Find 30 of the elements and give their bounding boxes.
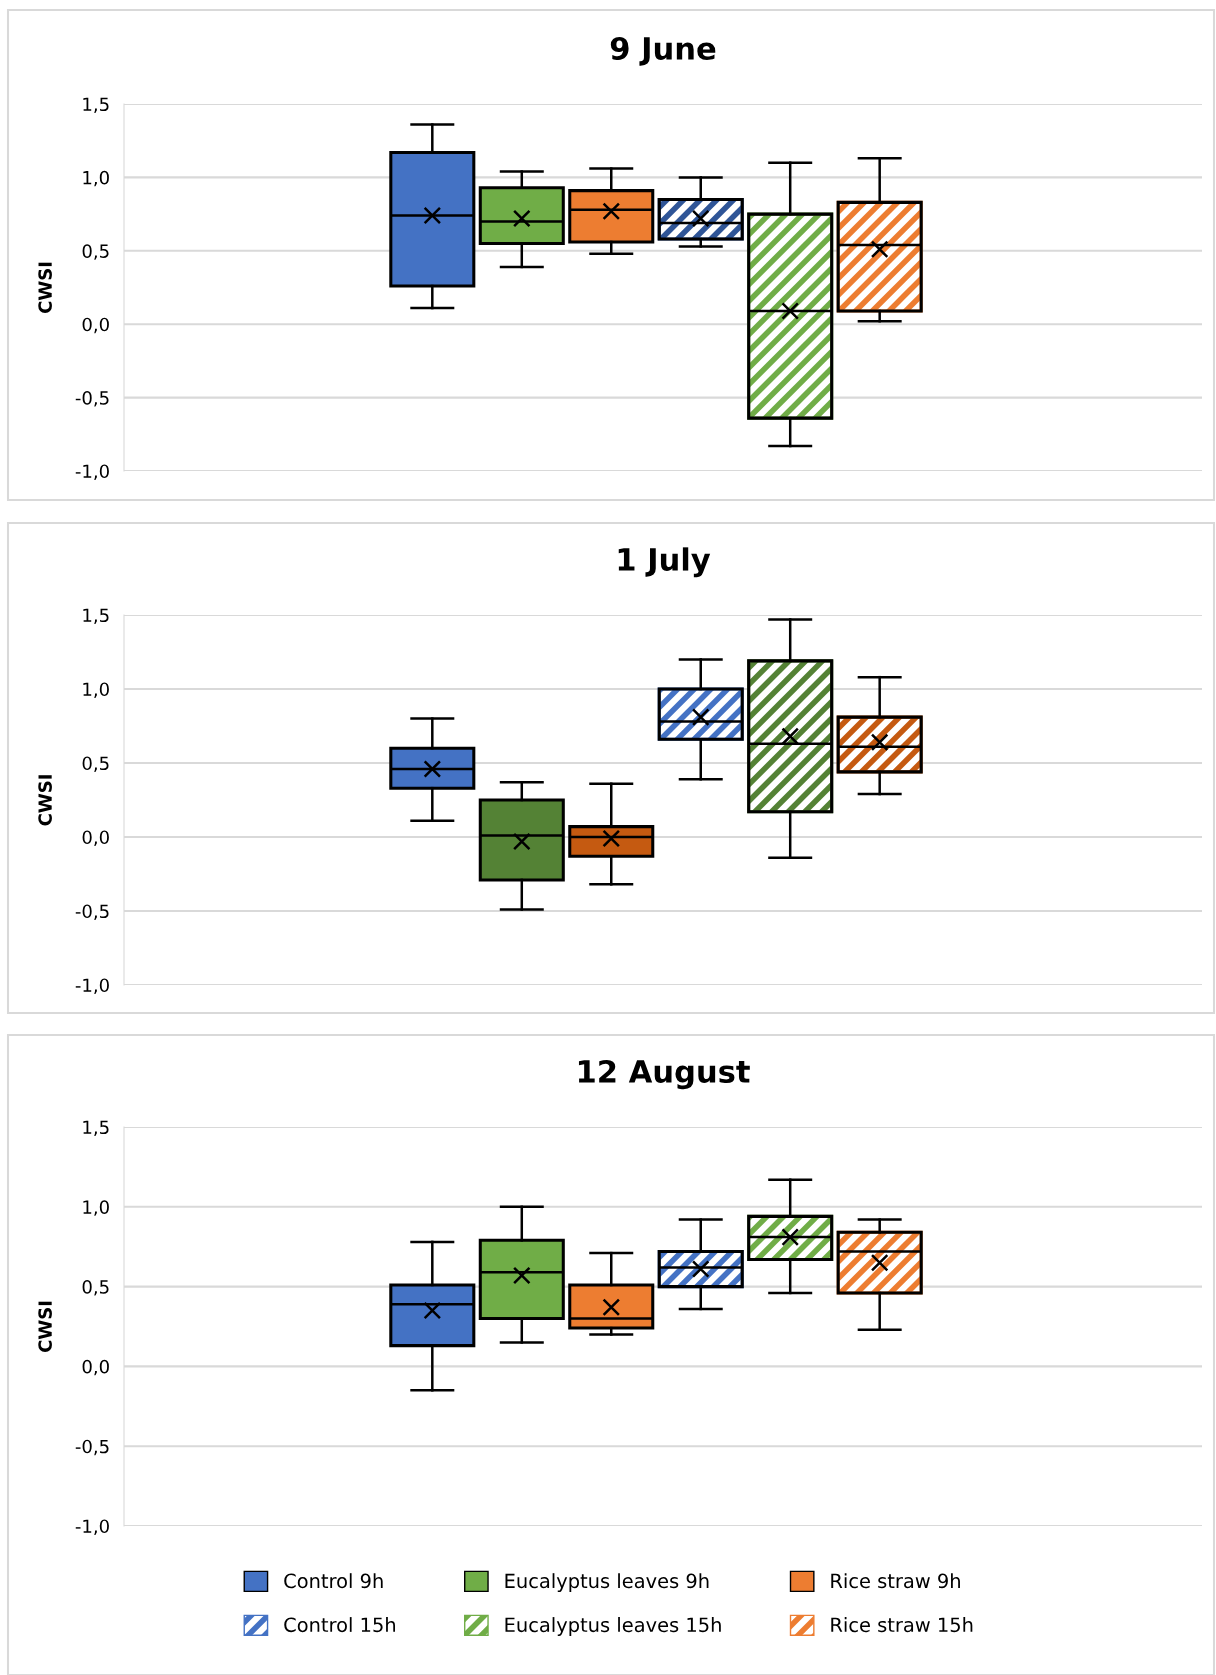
y-tick-label: -1,0 [75,464,109,480]
legend-label: Control 15h [284,1617,395,1633]
y-axis-title: CWSI [38,775,52,826]
y-tick-label: 0,5 [82,244,109,260]
legend-label: Eucalyptus leaves 9h [505,1573,709,1592]
y-tick-label: -0,5 [75,904,109,920]
legend-label: Rice straw 15h [831,1617,973,1633]
y-tick-label: -1,0 [75,1519,109,1535]
y-tick-label: 1,5 [83,608,109,624]
y-tick-label: 1,5 [83,97,109,113]
y-tick-label: 0,5 [82,756,109,772]
chart-title: 9 June [610,36,716,66]
legend-label: Rice straw 9h [831,1573,960,1589]
chart-title: 1 July [618,547,711,578]
y-tick-label: 1,0 [83,682,109,698]
y-tick-label: -0,5 [75,1439,109,1456]
y-tick-label: 1,0 [83,170,109,187]
chart-title: 12 August [578,1059,750,1090]
legend-label: Eucalyptus leaves 15h [505,1617,721,1636]
y-tick-label: -0,5 [75,391,109,407]
y-tick-label: 0,0 [82,1359,109,1376]
legend-label: Control 9h [284,1573,383,1589]
y-tick-label: -1,0 [75,978,109,994]
y-tick-label: 1,0 [83,1200,109,1216]
y-tick-label: 0,0 [82,317,109,334]
y-tick-label: 0,5 [82,1280,109,1296]
y-axis-title: CWSI [38,262,52,314]
y-tick-label: 0,0 [82,830,109,846]
y-tick-label: 1,5 [83,1120,109,1136]
y-axis-title: CWSI [38,1301,52,1353]
